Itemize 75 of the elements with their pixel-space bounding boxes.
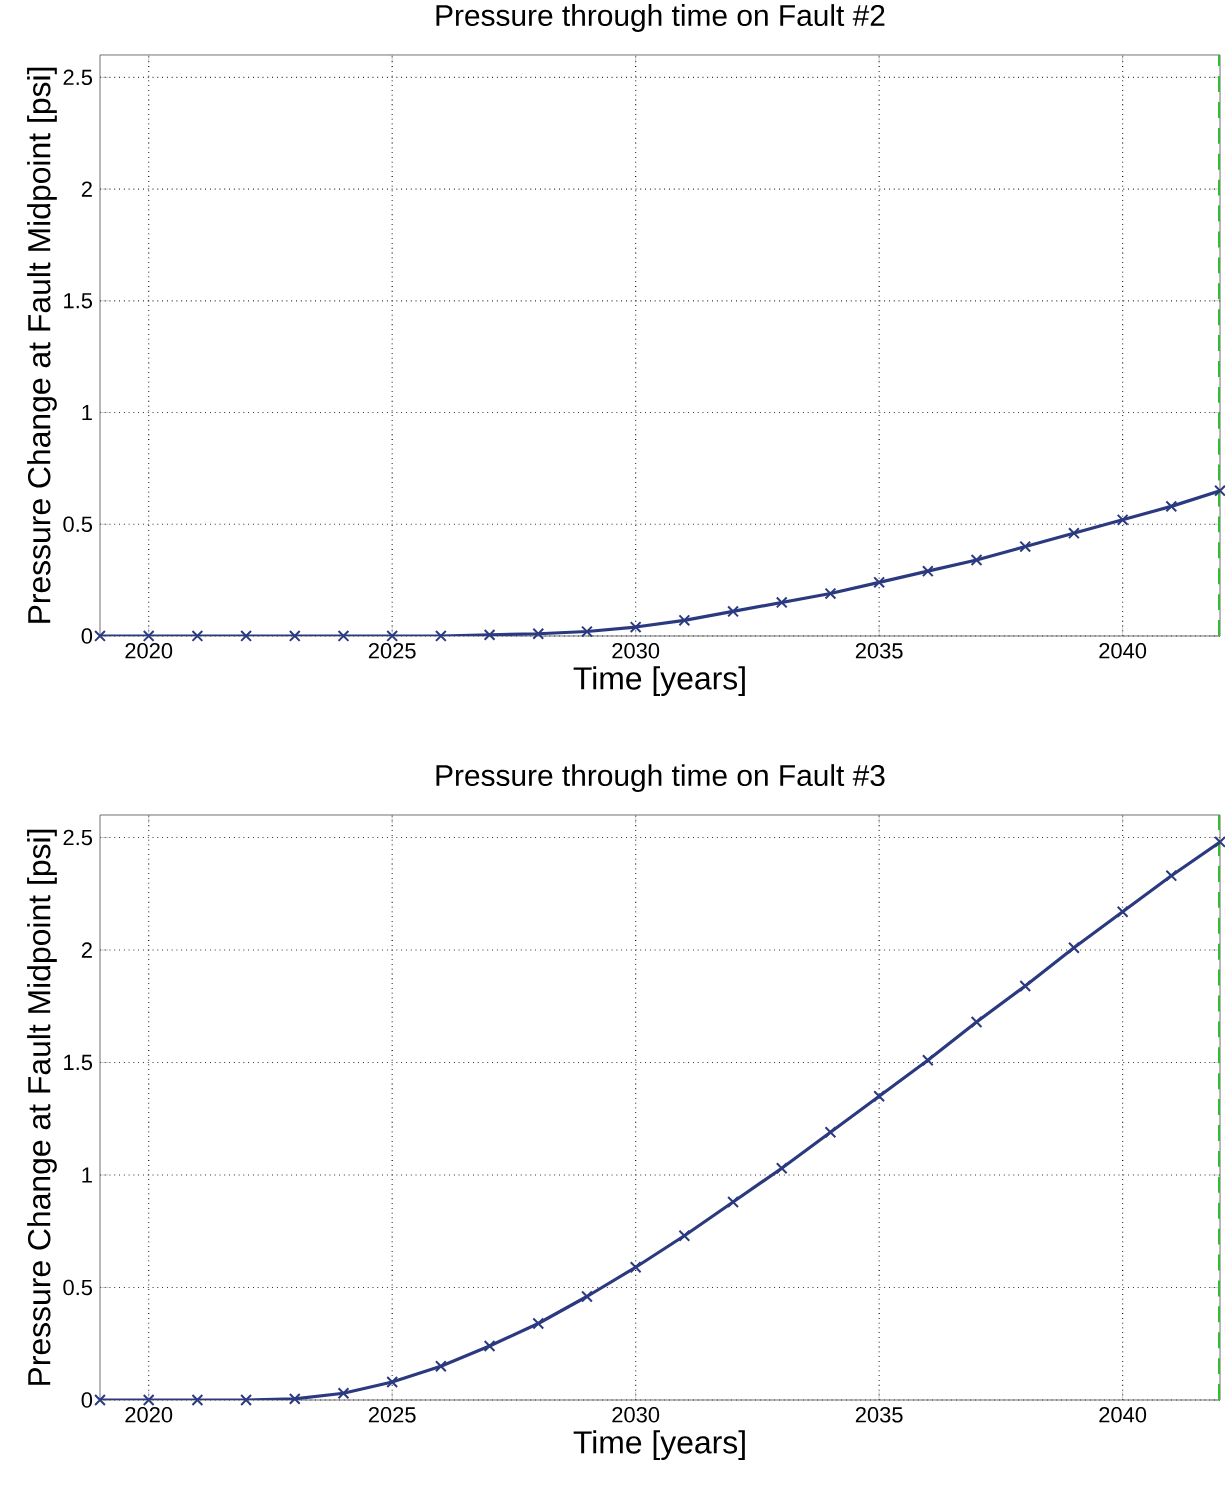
- y-tick-label: 0: [81, 628, 93, 644]
- point: [727, 1196, 739, 1208]
- chart-title: Pressure through time on Fault #3: [436, 764, 885, 792]
- chart-title: Pressure through time on Fault #2: [436, 4, 885, 32]
- point: [678, 614, 691, 627]
- x-tick-label: 2030: [612, 643, 660, 659]
- point: [1019, 980, 1032, 992]
- point: [434, 1360, 447, 1373]
- point: [581, 1290, 593, 1303]
- point: [142, 1394, 155, 1406]
- y-tick-label: 1.5: [64, 293, 93, 309]
- y-axis-title: Pressure Change at Fault Midpoint [psi]: [27, 67, 57, 623]
- y-tick-label: 1: [82, 404, 92, 421]
- point: [337, 630, 350, 642]
- point: [1116, 513, 1129, 526]
- x-tick-label: 2025: [368, 1407, 416, 1423]
- y-tick-label: 0.5: [63, 516, 93, 533]
- point: [191, 1394, 204, 1406]
- x-tick-label: 2035: [855, 1407, 903, 1423]
- point: [240, 1394, 253, 1406]
- point: [337, 1387, 350, 1400]
- point: [1165, 500, 1178, 513]
- point: [94, 630, 106, 642]
- x-tick-label: 2020: [125, 643, 173, 659]
- point: [288, 1392, 301, 1405]
- point: [727, 605, 739, 618]
- point: [824, 1126, 837, 1139]
- point: [873, 576, 886, 589]
- y-tick-label: 2: [81, 942, 92, 958]
- point: [1019, 540, 1032, 553]
- x-tick-label: 2030: [612, 1407, 660, 1423]
- point: [921, 565, 934, 578]
- x-tick-label: 2040: [1099, 643, 1147, 659]
- y-axis-title: Pressure Change at Fault Midpoint [psi]: [27, 829, 57, 1385]
- point: [1068, 941, 1080, 954]
- y-tick-label: 2.5: [63, 69, 93, 86]
- point: [386, 630, 399, 642]
- point: [629, 621, 642, 633]
- point: [921, 1054, 934, 1067]
- point: [1068, 527, 1080, 540]
- point: [678, 1229, 691, 1242]
- point: [1214, 836, 1225, 848]
- point: [532, 1317, 545, 1330]
- point: [1165, 869, 1178, 882]
- point: [581, 625, 593, 638]
- point: [775, 596, 788, 609]
- y-tick-label: 2: [81, 181, 92, 197]
- x-tick-label: 2040: [1099, 1407, 1147, 1423]
- point: [775, 1162, 788, 1175]
- y-tick-label: 0: [81, 1392, 93, 1408]
- point: [94, 1394, 106, 1406]
- point: [434, 630, 447, 642]
- point: [240, 630, 253, 642]
- point: [191, 630, 204, 642]
- point: [288, 630, 301, 642]
- y-tick-label: 0.5: [63, 1279, 93, 1296]
- y-tick-label: 2.5: [63, 829, 93, 846]
- point: [873, 1090, 886, 1103]
- point: [629, 1261, 642, 1274]
- x-tick-label: 2020: [125, 1407, 173, 1423]
- point: [824, 587, 837, 600]
- point: [483, 628, 496, 641]
- y-tick-label: 1.5: [64, 1054, 93, 1071]
- point: [483, 1340, 496, 1352]
- y-tick-label: 1: [82, 1167, 92, 1183]
- point: [532, 627, 545, 640]
- point: [142, 630, 155, 642]
- x-axis-title: Time [years]: [573, 666, 745, 696]
- point: [386, 1376, 399, 1388]
- x-tick-label: 2035: [855, 643, 903, 659]
- x-axis-title: Time [years]: [573, 1430, 745, 1460]
- x-tick-label: 2025: [368, 643, 416, 659]
- point: [970, 554, 983, 566]
- point: [1214, 484, 1225, 497]
- point: [1116, 905, 1129, 918]
